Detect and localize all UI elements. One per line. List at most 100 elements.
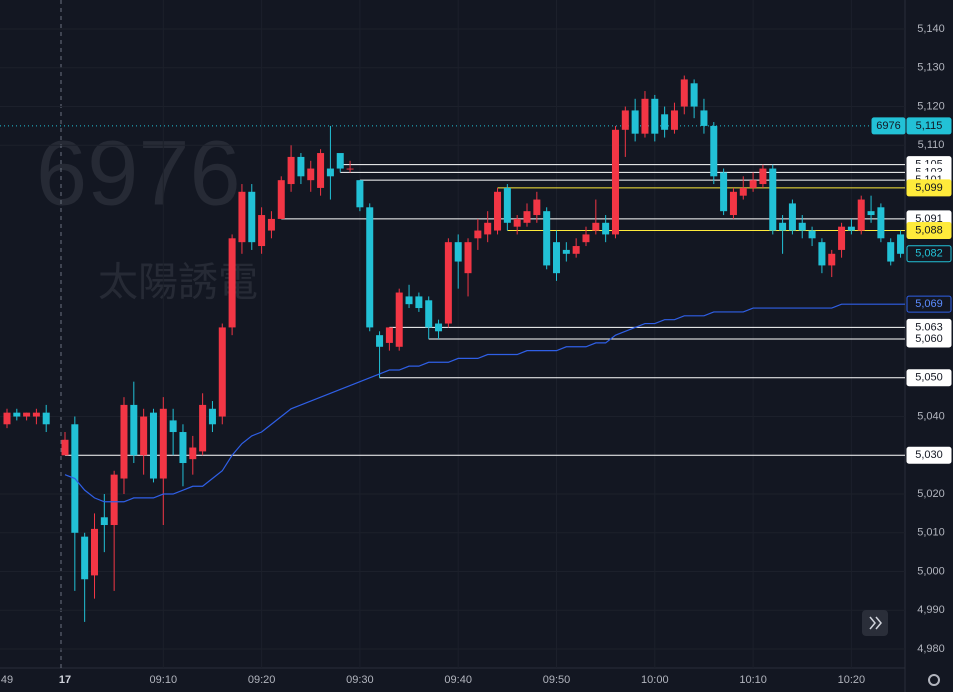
candle-body: [13, 412, 21, 417]
candle-body: [3, 412, 11, 425]
candle-body: [710, 125, 718, 177]
candle-body: [444, 242, 452, 324]
candle-body: [277, 180, 285, 219]
candle-body: [818, 242, 826, 266]
candle-body: [592, 222, 600, 231]
x-tick-label: 10:20: [838, 674, 866, 686]
candle-body: [651, 98, 659, 134]
y-tick-label: 4,980: [917, 643, 945, 655]
candle-body: [228, 238, 236, 328]
level-label: 5,060: [915, 333, 943, 345]
candle-body: [81, 536, 89, 580]
candle-body: [110, 474, 118, 526]
candle-body: [149, 412, 157, 479]
candle-body: [258, 215, 266, 247]
level-label: 5,091: [915, 213, 943, 225]
candle-body: [336, 153, 344, 169]
candle-body: [346, 168, 354, 170]
scroll-icon: [869, 616, 882, 630]
candle-body: [326, 168, 334, 177]
candle-body: [572, 246, 580, 254]
candle-body: [159, 408, 167, 479]
watermark-symbol: 6976: [36, 122, 241, 224]
candle-body: [415, 296, 423, 309]
candle-body: [847, 226, 855, 231]
candle-body: [788, 203, 796, 231]
candle-body: [169, 420, 177, 433]
settings-button[interactable]: [928, 674, 940, 686]
level-label: 5,063: [915, 321, 943, 333]
candle-body: [484, 222, 492, 235]
x-tick-label: 49: [1, 674, 13, 686]
candle-body: [720, 172, 728, 212]
x-tick-label: 09:30: [346, 674, 374, 686]
crosshair-symbol: 6976: [876, 120, 900, 132]
candle-body: [611, 129, 619, 235]
candle-body: [130, 404, 138, 456]
candle-body: [474, 230, 482, 239]
candle-body: [887, 242, 895, 262]
level-label-box: [906, 446, 952, 464]
candle-body: [395, 292, 403, 347]
x-tick-label: 17: [59, 674, 71, 686]
x-tick-label: 10:10: [739, 674, 767, 686]
candle-body: [838, 226, 846, 250]
candle-body: [435, 323, 443, 332]
candle-body: [897, 234, 905, 254]
candle-body: [189, 447, 197, 460]
level-label: 5,050: [915, 372, 943, 384]
y-tick-label: 5,130: [917, 62, 945, 74]
candle-body: [425, 300, 433, 328]
candle-body: [503, 187, 511, 223]
candle-body: [32, 412, 40, 417]
candle-body: [739, 187, 747, 196]
candle-body: [533, 199, 541, 216]
candle-body: [867, 211, 875, 216]
candle-body: [287, 156, 295, 185]
candle-body: [543, 211, 551, 266]
candle-body: [376, 335, 384, 347]
last-price-label-box: [906, 245, 952, 263]
vwap-label-box: [906, 295, 952, 313]
candle-body: [454, 242, 462, 262]
candle-body: [749, 180, 757, 188]
y-tick-label: 5,120: [917, 100, 945, 112]
candle-body: [680, 79, 688, 107]
crosshair-symbol-box: [871, 117, 906, 135]
candle-body: [23, 412, 31, 417]
vwap-line: [64, 303, 905, 503]
x-tick-label: 10:00: [641, 674, 669, 686]
candle-body: [562, 249, 570, 254]
candle-body: [553, 242, 560, 274]
vwap-label: 5,069: [915, 298, 943, 310]
candle-body: [857, 199, 865, 231]
candle-body: [199, 404, 207, 452]
candle-body: [366, 207, 374, 328]
candle-body: [523, 211, 531, 223]
candle-body: [208, 408, 216, 425]
level-label: 5,088: [915, 224, 943, 236]
candle-body: [661, 114, 669, 130]
y-tick-label: 5,140: [917, 23, 945, 35]
candle-body: [631, 110, 639, 134]
y-tick-label: 5,020: [917, 488, 945, 500]
candle-body: [729, 191, 737, 216]
candle-body: [218, 327, 226, 417]
candle-body: [808, 230, 816, 239]
level-label-box: [906, 179, 952, 197]
candle-body: [42, 412, 50, 425]
candle-body: [120, 404, 128, 479]
candle-body: [759, 168, 767, 185]
y-tick-label: 4,990: [917, 604, 945, 616]
candle-body: [494, 191, 502, 231]
candle-body: [641, 98, 649, 134]
candle-body: [385, 327, 393, 343]
candle-body: [405, 296, 413, 305]
candle-body: [769, 168, 777, 231]
x-tick-label: 09:40: [444, 674, 472, 686]
candle-body: [356, 180, 364, 208]
candle-body: [61, 439, 69, 456]
